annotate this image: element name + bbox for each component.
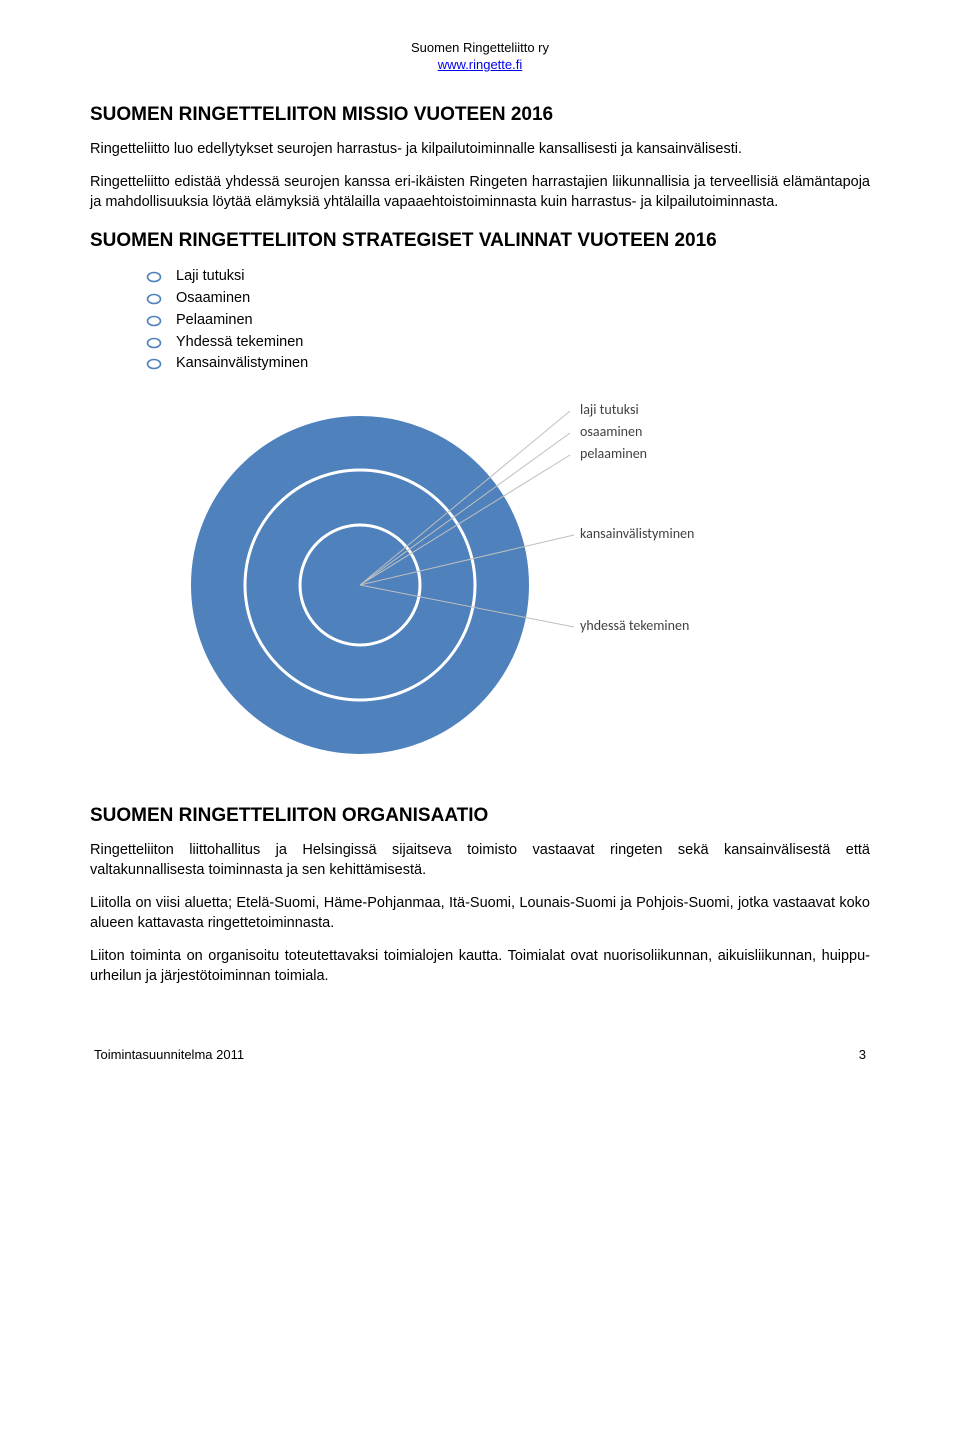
ring-bullet-icon	[146, 336, 162, 350]
org-p2: Liitolla on viisi aluetta; Etelä-Suomi, …	[90, 894, 870, 933]
bullet-item: Kansainvälistyminen	[146, 353, 870, 375]
footer-left: Toimintasuunnitelma 2011	[94, 1047, 244, 1062]
header-org: Suomen Ringetteliitto ry	[90, 40, 870, 57]
diagram-svg	[170, 395, 790, 775]
missio-p1: Ringetteliitto luo edellytykset seurojen…	[90, 140, 870, 160]
section-missio-title: SUOMEN RINGETTELIITON MISSIO VUOTEEN 201…	[90, 104, 870, 126]
bullet-item: Laji tutuksi	[146, 266, 870, 288]
strategiset-bullet-list: Laji tutuksiOsaaminenPelaaminenYhdessä t…	[146, 266, 870, 375]
bullet-label: Kansainvälistyminen	[176, 353, 308, 375]
header-url[interactable]: www.ringette.fi	[438, 57, 523, 72]
diagram-label: osaaminen	[580, 423, 642, 440]
ring-bullet-icon	[146, 357, 162, 371]
section-org-title: SUOMEN RINGETTELIITON ORGANISAATIO	[90, 805, 870, 827]
section-strategiset-title: SUOMEN RINGETTELIITON STRATEGISET VALINN…	[90, 230, 870, 252]
org-p1: Ringetteliiton liittohallitus ja Helsing…	[90, 841, 870, 880]
ring-bullet-icon	[146, 270, 162, 284]
document-page: Suomen Ringetteliitto ry www.ringette.fi…	[0, 0, 960, 1092]
ring-bullet-icon	[146, 292, 162, 306]
bullet-label: Pelaaminen	[176, 310, 253, 332]
page-footer: Toimintasuunnitelma 2011 3	[90, 1047, 870, 1062]
bullet-item: Pelaaminen	[146, 310, 870, 332]
diagram-label: yhdessä tekeminen	[580, 617, 689, 634]
org-p3: Liiton toiminta on organisoitu toteutett…	[90, 947, 870, 986]
bullet-label: Laji tutuksi	[176, 266, 245, 288]
missio-p2: Ringetteliitto edistää yhdessä seurojen …	[90, 173, 870, 212]
bullet-item: Osaaminen	[146, 288, 870, 310]
bullet-item: Yhdessä tekeminen	[146, 332, 870, 354]
diagram-label: pelaaminen	[580, 445, 647, 462]
footer-page-number: 3	[859, 1047, 866, 1062]
diagram-label: kansainvälistyminen	[580, 525, 694, 542]
bullet-label: Yhdessä tekeminen	[176, 332, 303, 354]
page-header: Suomen Ringetteliitto ry www.ringette.fi	[90, 40, 870, 74]
ring-bullet-icon	[146, 314, 162, 328]
diagram-label: laji tutuksi	[580, 401, 639, 418]
strategy-diagram: laji tutuksi osaaminen pelaaminen kansainvä…	[170, 395, 790, 775]
bullet-label: Osaaminen	[176, 288, 250, 310]
